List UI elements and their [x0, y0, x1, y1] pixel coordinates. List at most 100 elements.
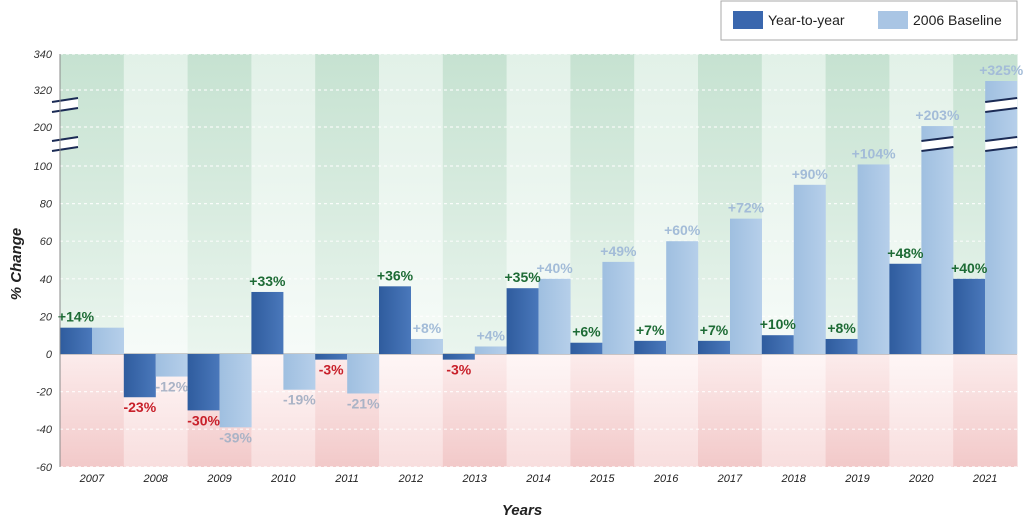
bar-break — [985, 97, 1018, 113]
axis-break-line — [985, 107, 1018, 113]
x-tick-label: 2009 — [206, 473, 231, 485]
bar-label-year-to-year: -3% — [319, 362, 344, 378]
band-negative — [825, 354, 890, 467]
band-negative — [442, 354, 508, 467]
bar-2006-baseline — [985, 81, 1018, 354]
axis-break-line — [985, 146, 1018, 152]
bar-year-to-year — [315, 354, 348, 360]
bar-label-2006-baseline: +90% — [792, 166, 829, 182]
x-tick-label: 2008 — [142, 473, 168, 485]
bar-label-year-to-year: -3% — [446, 362, 471, 378]
y-tick-label: 60 — [40, 236, 53, 248]
axis-break-line — [51, 107, 79, 113]
bar-label-year-to-year: -23% — [123, 399, 156, 415]
legend: Year-to-year 2006 Baseline — [720, 0, 1018, 41]
axis-breaks — [51, 97, 1018, 152]
x-tick-label: 2017 — [717, 473, 743, 485]
x-tick-label: 2010 — [270, 473, 296, 485]
bar-label-2006-baseline: +8% — [413, 320, 442, 336]
bar-year-to-year — [251, 291, 284, 354]
legend-box — [720, 0, 1018, 41]
bar-year-to-year — [698, 340, 730, 354]
bar-year-to-year — [60, 327, 92, 354]
axis-break-line — [921, 146, 954, 152]
bar-label-year-to-year: +48% — [887, 245, 924, 261]
legend-swatch-2006-baseline — [878, 11, 908, 29]
x-tick-label: 2012 — [398, 473, 423, 485]
bar-2006-baseline — [474, 346, 507, 354]
bar-year-to-year — [761, 335, 794, 354]
y-tick-label: 200 — [33, 122, 53, 134]
x-tick-label: 2013 — [461, 473, 487, 485]
bar-year-to-year — [442, 354, 475, 360]
bar-2006-baseline — [347, 354, 380, 394]
y-tick-label: -20 — [36, 387, 53, 399]
band-negative — [634, 354, 699, 467]
x-axis-title: Years — [502, 502, 542, 519]
bar-break — [985, 136, 1018, 152]
bar-year-to-year — [506, 288, 539, 354]
bar-label-year-to-year: +6% — [572, 324, 601, 340]
x-tick-label: 2019 — [844, 473, 869, 485]
bar-label-2006-baseline: +72% — [728, 200, 765, 216]
bar-2006-baseline — [666, 241, 699, 354]
band-negative — [698, 354, 763, 467]
bar-2006-baseline — [283, 354, 316, 390]
bar-label-year-to-year: +8% — [827, 320, 856, 336]
band-negative — [570, 354, 635, 467]
y-tick-label: -60 — [36, 462, 53, 474]
bar-year-to-year — [953, 278, 986, 354]
y-tick-label: 320 — [34, 85, 53, 97]
y-axis-break — [51, 97, 79, 113]
bar-break — [921, 136, 954, 152]
bar-label-2006-baseline: +40% — [536, 260, 573, 276]
y-tick-label: 20 — [39, 311, 53, 323]
bar-2006-baseline — [155, 354, 188, 377]
bar-2006-baseline — [793, 184, 826, 354]
x-tick-label: 2020 — [908, 473, 934, 485]
axis-break-line — [51, 146, 79, 152]
bar-2006-baseline — [538, 278, 571, 354]
bar-label-2006-baseline: -21% — [347, 395, 380, 411]
legend-label-2006-baseline: 2006 Baseline — [913, 12, 1002, 28]
bar-year-to-year — [570, 342, 603, 354]
band-negative — [761, 354, 827, 467]
bar-label-year-to-year: +10% — [760, 316, 797, 332]
axis-break-line — [985, 136, 1018, 142]
y-tick-label: -40 — [36, 424, 53, 436]
bar-label-2006-baseline: +49% — [600, 243, 637, 259]
x-tick-label: 2018 — [780, 473, 806, 485]
bars — [60, 81, 1018, 428]
x-tick-label: 2021 — [972, 473, 997, 485]
bar-2006-baseline — [921, 126, 954, 354]
x-tick-label: 2011 — [334, 473, 359, 485]
y-tick-label: 40 — [40, 274, 53, 286]
bar-2006-baseline — [857, 164, 890, 354]
axis-break-line — [51, 136, 79, 142]
bar-label-2006-baseline: +60% — [664, 222, 701, 238]
bar-label-2006-baseline: +104% — [852, 145, 897, 161]
y-axis-title: % Change — [8, 228, 25, 301]
x-axis: 2007 2008 2009 2010 2011 2012 2013 2014 2015 2016… — [79, 473, 998, 485]
bar-label-year-to-year: +14% — [58, 309, 95, 325]
bar-label-year-to-year: +33% — [249, 273, 286, 289]
bar-label-year-to-year: -30% — [187, 412, 220, 428]
band-negative — [953, 354, 1018, 467]
bar-2006-baseline — [730, 218, 762, 354]
bar-year-to-year — [889, 263, 922, 354]
bar-year-to-year — [187, 354, 220, 411]
bar-year-to-year — [379, 286, 411, 354]
x-tick-label: 2014 — [525, 473, 550, 485]
axis-break-line — [921, 136, 954, 142]
bar-label-2006-baseline: +325% — [979, 62, 1024, 78]
bar-label-2006-baseline: +203% — [915, 107, 960, 123]
bar-2006-baseline — [219, 354, 252, 428]
bar-2006-baseline — [92, 327, 124, 354]
y-axis-break — [51, 136, 79, 152]
bar-label-year-to-year: +40% — [951, 260, 988, 276]
bar-2006-baseline — [602, 261, 635, 354]
band-negative — [60, 354, 125, 467]
bar-labels: +14%-23%-12%-30%-39%+33%-19%-3%-21%+36%+… — [58, 62, 1024, 445]
